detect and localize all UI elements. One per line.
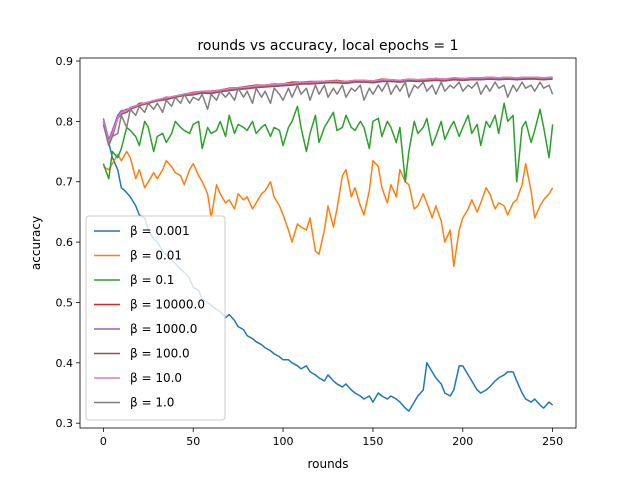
x-tick-label: 100 <box>273 435 294 448</box>
legend-label: β = 10000.0 <box>130 298 205 312</box>
x-tick-label: 250 <box>542 435 563 448</box>
legend-label: β = 0.01 <box>130 249 182 263</box>
legend-label: β = 1.0 <box>130 396 174 410</box>
y-tick-label: 0.4 <box>56 357 74 370</box>
series-line-2 <box>102 102 554 183</box>
legend: β = 0.001 β = 0.01 β = 0.1 β = 10000.0 β = 1… <box>85 215 226 421</box>
legend-box <box>85 215 226 421</box>
x-tick-label: 150 <box>362 435 383 448</box>
y-axis-label: accuracy <box>29 216 43 270</box>
x-tick-label: 200 <box>452 435 473 448</box>
x-axis-label: rounds <box>307 457 348 471</box>
y-tick-label: 0.8 <box>56 115 74 128</box>
series-line-7 <box>102 81 554 147</box>
y-tick-label: 0.6 <box>56 236 74 249</box>
y-tick-label: 0.5 <box>56 296 74 309</box>
x-axis-ticks: 0 50 100 150 200 250 <box>100 428 563 448</box>
y-tick-label: 0.9 <box>56 55 74 68</box>
series-line-5 <box>102 78 553 147</box>
series-line-6 <box>102 76 553 144</box>
legend-label: β = 10.0 <box>130 371 182 385</box>
x-tick-label: 0 <box>100 435 107 448</box>
y-tick-label: 0.3 <box>56 417 74 430</box>
legend-label: β = 0.001 <box>130 224 190 238</box>
legend-label: β = 0.1 <box>130 273 174 287</box>
series-line-1 <box>102 150 554 267</box>
legend-label: β = 1000.0 <box>130 322 197 336</box>
plot-frame <box>79 57 577 429</box>
chart-title: rounds vs accuracy, local epochs = 1 <box>197 38 458 54</box>
x-tick-label: 50 <box>186 435 200 448</box>
y-tick-label: 0.7 <box>56 176 74 189</box>
legend-label: β = 100.0 <box>130 347 190 361</box>
y-axis-ticks: 0.3 0.4 0.5 0.6 0.7 0.8 0.9 <box>56 55 80 430</box>
